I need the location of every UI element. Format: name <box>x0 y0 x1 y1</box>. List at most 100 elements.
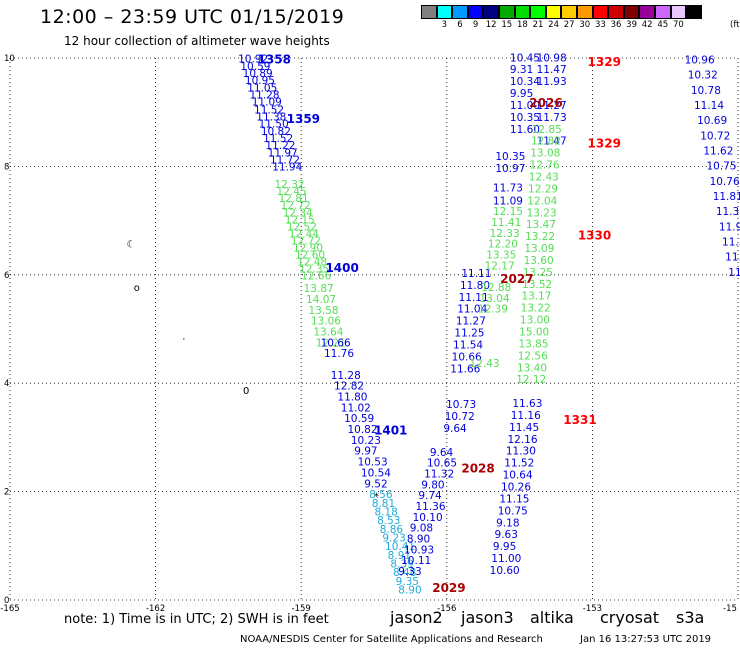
pass-time-label: 2028 <box>461 462 494 476</box>
legend-swatch <box>467 5 484 19</box>
wave-height-label: 11.28 <box>249 90 279 102</box>
wave-height-label: 9.95 <box>510 88 533 100</box>
wave-height-label: 9.35 <box>396 576 419 588</box>
footer-timestamp: Jan 16 13:27:53 UTC 2019 <box>580 634 712 645</box>
wave-height-label: 10.78 <box>691 85 721 97</box>
legend-swatch <box>452 5 468 19</box>
wave-height-label: 13.58 <box>308 305 338 317</box>
wave-height-label: 10.97 <box>495 163 525 175</box>
wave-height-label: 11.09 <box>252 97 282 109</box>
wave-height-label: 10.45 <box>510 52 540 64</box>
wave-height-label: 11.22 <box>265 140 295 152</box>
wave-height-label: 9.31 <box>510 64 533 76</box>
wave-height-label: 12.04 <box>527 195 557 207</box>
footer-note: note: 1) Time is in UTC; 2) SWH is in fe… <box>64 612 329 627</box>
wave-height-label: 11.09 <box>493 195 523 207</box>
wave-height-label: 10.96 <box>685 54 715 66</box>
wave-height-label: 11.80 <box>460 280 490 292</box>
wave-height-label: 11.27 <box>456 316 486 328</box>
wave-height-label: 13.35 <box>486 250 516 262</box>
wave-height-label: 12.33 <box>490 228 520 240</box>
wave-height-label: 11. <box>728 267 740 279</box>
legend-swatch <box>577 5 593 19</box>
legend-value: 12 <box>485 20 497 30</box>
wave-height-label: 11.45 <box>509 422 539 434</box>
legend-swatch <box>514 5 531 19</box>
wave-height-label: 11.27 <box>537 100 567 112</box>
wave-height-label: 10.82 <box>261 126 291 138</box>
wave-height-label: 12.90 <box>293 242 323 254</box>
wave-height-label: 11.9 <box>719 221 740 233</box>
legend-value: 9 <box>472 20 479 30</box>
legend-swatch <box>421 5 437 19</box>
wave-height-label: 11.41 <box>491 217 521 229</box>
wave-height-label: 11.60 <box>510 124 540 136</box>
wave-height-label: 10.59 <box>240 61 270 73</box>
wave-height-label: 10.35 <box>495 151 525 163</box>
wave-height-label: 11.80 <box>337 392 367 404</box>
wave-height-label: 12.17 <box>485 260 515 272</box>
lon-tick-label: -165 <box>0 604 19 614</box>
legend-swatch <box>483 5 499 19</box>
pass-time-label: 2027 <box>500 272 533 286</box>
island-mark: o <box>134 283 140 294</box>
wave-height-label: 8.18 <box>374 506 397 518</box>
legend-value: 33 <box>594 20 606 30</box>
lon-tick-label: -162 <box>146 604 165 614</box>
wave-height-label: 11.3 <box>722 237 740 249</box>
wave-height-label: 14.07 <box>306 294 336 306</box>
wave-height-label: 9.18 <box>496 517 519 529</box>
wave-height-label: 11.25 <box>454 328 484 340</box>
legend-jason2: jason2 <box>390 608 443 627</box>
wave-height-label: 11.47 <box>537 136 567 148</box>
wave-height-label: 11.36 <box>415 501 445 513</box>
wave-height-label: 12.66 <box>301 271 331 283</box>
wave-height-label: 12.43 <box>470 358 500 370</box>
wave-height-label: 13.52 <box>522 279 552 291</box>
wave-height-label: 9.64 <box>443 423 467 435</box>
lat-lon-grid <box>9 57 739 601</box>
satellite-tracks: 10.9210.5910.8910.9511.0511.2811.0911.52… <box>238 52 740 596</box>
pass-time-label: 1400 <box>325 261 358 275</box>
lon-tick-label: -159 <box>292 604 311 614</box>
wave-height-label: 13.22 <box>525 231 555 243</box>
island-mark: ☾ <box>126 240 135 251</box>
wave-height-label: 9.23 <box>382 532 405 544</box>
wave-height-label: 9.33 <box>398 566 421 578</box>
wave-height-label: 8.56 <box>369 489 393 501</box>
wave-height-label: 11.11 <box>459 292 489 304</box>
wave-height-label: 12.12 <box>516 374 546 386</box>
wave-height-label: 11.73 <box>493 182 523 194</box>
wave-height-label: 12.43 <box>529 171 559 183</box>
wave-height-label: 8.86 <box>380 524 404 536</box>
legend-value: 18 <box>516 20 528 30</box>
legend-altika: altika <box>530 608 574 627</box>
wave-height-label: 10.41 <box>385 541 415 553</box>
wave-height-label: 10.59 <box>344 413 374 425</box>
wave-height-label: 13.47 <box>526 219 556 231</box>
wave-height-label: 11.52 <box>263 133 293 145</box>
wave-height-label: 9.63 <box>495 529 518 541</box>
wave-height-label: 10.26 <box>501 482 531 494</box>
wave-height-label: 10.93 <box>404 544 434 556</box>
legend-swatch <box>686 5 702 19</box>
pass-time-label: 1329 <box>588 136 621 150</box>
wave-height-label: 10.64 <box>503 470 533 482</box>
lat-tick-label: 6 <box>4 271 9 281</box>
wave-height-label: 8.90 <box>407 534 430 546</box>
island-mark: 0 <box>243 386 249 397</box>
legend-swatch <box>530 5 546 19</box>
wave-height-label: 11.81 <box>713 191 740 203</box>
wave-height-label: 10.76 <box>710 176 740 188</box>
legend-value: 39 <box>626 20 637 30</box>
wave-height-label: 11.16 <box>511 410 541 422</box>
wave-height-label: 11.73 <box>537 112 567 124</box>
wave-height-label: 10.32 <box>688 70 718 82</box>
wave-height-label: 9.52 <box>364 478 387 490</box>
legend-s3a: s3a <box>676 608 705 627</box>
wave-height-label: 12.81 <box>279 193 309 205</box>
wave-height-label: 13.40 <box>517 362 547 374</box>
wave-height-label: 8.91 <box>388 550 411 562</box>
wave-height-label: 10.82 <box>347 424 377 436</box>
wave-height-label: 11.93 <box>537 76 567 88</box>
